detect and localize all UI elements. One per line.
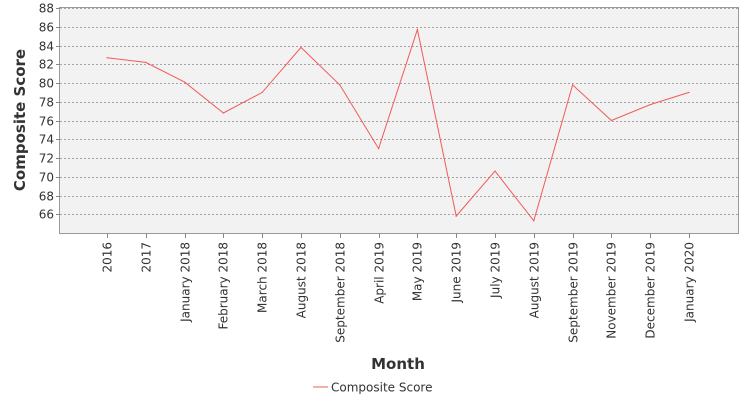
y-tick-label: 84 [39,40,54,54]
data-point [416,29,418,31]
y-tick-label: 66 [39,208,54,222]
data-point [106,57,108,59]
data-point [339,84,341,86]
x-tick-label: February 2018 [217,242,231,330]
x-tick-label: July 2019 [489,242,503,299]
legend: Composite Score [313,381,432,395]
y-tick-label: 80 [39,77,54,91]
x-tick-label: January 2018 [179,242,193,323]
data-point [572,84,574,86]
x-tick-label: 2017 [140,242,154,273]
legend-label: Composite Score [331,381,432,395]
y-tick-label: 70 [39,171,54,185]
x-tick-label: June 2019 [450,242,464,304]
series-layer [106,27,690,222]
y-tick-label: 82 [39,58,54,72]
y-axis-title: Composite Score [11,49,29,191]
data-point [145,61,147,64]
series-line-composite-score [106,27,690,222]
x-tick-label: December 2019 [644,242,658,339]
x-tick-label: August 2018 [295,242,309,318]
data-point [184,81,186,83]
x-tick-label: September 2019 [567,242,581,343]
data-point [688,91,690,93]
x-tick-label: November 2019 [605,242,619,339]
y-tick-label: 76 [39,115,54,129]
x-tick-label: April 2019 [373,242,387,304]
x-axis: 2016 2017 January 2018 February 2018 March 2… [101,233,697,343]
y-tick-label: 78 [39,96,54,110]
grid-lines [60,8,738,215]
y-tick-label: 72 [39,152,54,166]
data-point [533,220,535,222]
data-point [261,91,263,93]
y-axis: 66 68 70 72 74 76 78 80 82 84 86 88 [39,2,60,222]
data-point [455,215,457,217]
x-tick-label: August 2019 [528,242,542,318]
x-tick-label: 2016 [101,242,115,273]
x-tick-label: January 2020 [683,242,697,323]
x-tick-label: September 2018 [334,242,348,343]
y-tick-label: 86 [39,21,54,35]
data-point [610,119,613,122]
x-axis-title: Month [371,355,425,373]
data-point [222,112,224,114]
plot-area [59,7,739,234]
data-point [378,148,380,150]
data-point [300,46,302,49]
y-tick-label: 88 [39,2,54,16]
y-tick-label: 68 [39,190,54,204]
x-tick-label: May 2019 [411,242,425,301]
x-tick-label: March 2018 [256,242,270,313]
data-point [494,170,496,172]
data-point [649,104,651,106]
y-tick-label: 74 [39,133,54,147]
